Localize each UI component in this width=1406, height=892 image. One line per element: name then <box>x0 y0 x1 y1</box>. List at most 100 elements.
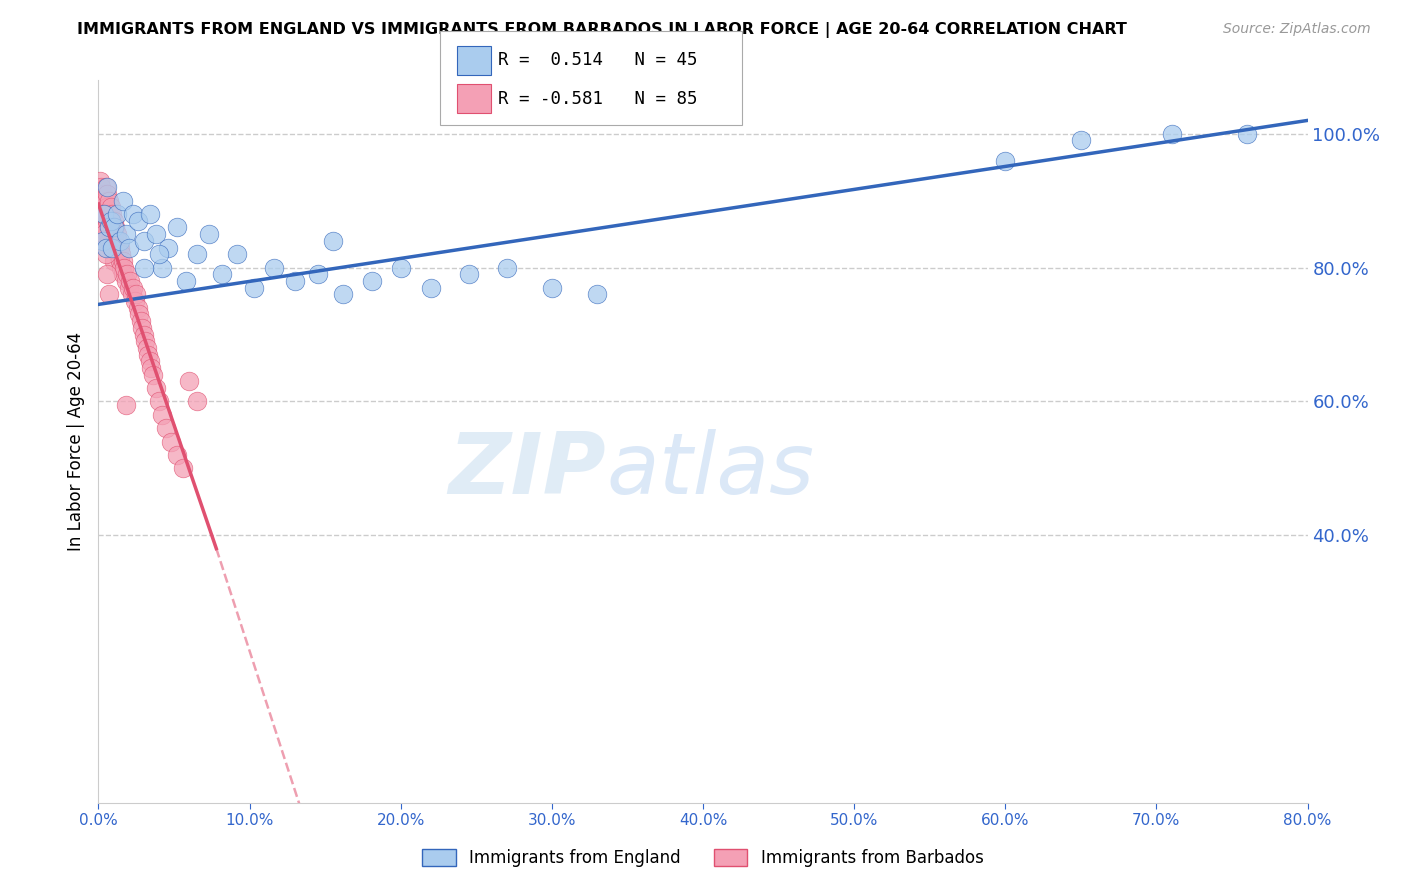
Point <box>389 260 412 275</box>
Point <box>112 260 135 275</box>
Point <box>132 327 155 342</box>
Point <box>96 180 118 194</box>
Point <box>243 281 266 295</box>
Point <box>101 207 124 221</box>
Point <box>145 381 167 395</box>
Point <box>111 254 134 268</box>
Point <box>136 348 159 362</box>
Point <box>94 247 117 261</box>
Point <box>115 268 138 282</box>
Point <box>1236 127 1258 141</box>
Point <box>586 287 609 301</box>
Text: IMMIGRANTS FROM ENGLAND VS IMMIGRANTS FROM BARBADOS IN LABOR FORCE | AGE 20-64 C: IMMIGRANTS FROM ENGLAND VS IMMIGRANTS FR… <box>77 22 1128 38</box>
Point <box>139 354 162 368</box>
Point <box>122 207 145 221</box>
Point <box>90 220 112 235</box>
Point <box>98 207 121 221</box>
Point <box>186 247 208 261</box>
Point <box>105 207 128 221</box>
Text: ZIP: ZIP <box>449 429 606 512</box>
Point <box>120 274 142 288</box>
Point <box>1160 127 1182 141</box>
Point <box>90 207 112 221</box>
Point <box>93 207 115 221</box>
Point <box>148 247 170 261</box>
Point <box>96 201 118 215</box>
Point <box>96 241 118 255</box>
Point <box>166 220 188 235</box>
Point <box>111 268 134 282</box>
Text: R = -0.581   N = 85: R = -0.581 N = 85 <box>498 89 697 108</box>
Point <box>94 180 117 194</box>
Point <box>155 421 177 435</box>
Point <box>457 268 479 282</box>
Point <box>186 394 208 409</box>
Point <box>118 241 141 255</box>
Point <box>125 287 148 301</box>
Point <box>211 268 233 282</box>
Point <box>101 234 124 248</box>
Point <box>98 287 121 301</box>
Point <box>103 227 125 242</box>
Point <box>96 214 118 228</box>
Point <box>100 241 122 255</box>
Legend: Immigrants from England, Immigrants from Barbados: Immigrants from England, Immigrants from… <box>416 842 990 874</box>
Point <box>129 314 152 328</box>
Point <box>91 207 114 221</box>
Point <box>94 220 117 235</box>
Point <box>101 241 124 255</box>
Point <box>142 368 165 382</box>
Point <box>93 207 115 221</box>
Point <box>263 260 285 275</box>
Point <box>150 408 173 422</box>
Point <box>100 214 122 228</box>
Point <box>100 227 122 242</box>
Point <box>91 201 114 215</box>
Point <box>332 287 354 301</box>
Point <box>124 294 146 309</box>
Point <box>114 274 136 288</box>
Point <box>96 227 118 242</box>
Point <box>98 220 121 235</box>
Point <box>98 220 121 235</box>
Point <box>107 247 129 261</box>
Point <box>121 287 143 301</box>
Point <box>110 247 132 261</box>
Point <box>104 234 127 248</box>
Point <box>103 214 125 228</box>
Point <box>91 187 114 202</box>
Point <box>108 254 131 268</box>
Point <box>994 153 1017 168</box>
Point <box>132 234 155 248</box>
Point <box>540 281 562 295</box>
Point <box>150 260 173 275</box>
Point <box>107 234 129 248</box>
Point <box>322 234 344 248</box>
Point <box>110 260 132 275</box>
Point <box>96 268 118 282</box>
Point <box>89 173 111 188</box>
Point <box>94 194 117 208</box>
Point <box>111 194 134 208</box>
Point <box>103 241 125 255</box>
Point <box>100 201 122 215</box>
Point <box>160 434 183 449</box>
Point <box>132 260 155 275</box>
Point <box>96 187 118 202</box>
Point <box>94 241 117 255</box>
Point <box>101 220 124 235</box>
Point <box>100 214 122 228</box>
Point <box>197 227 219 242</box>
Point <box>93 220 115 235</box>
Y-axis label: In Labor Force | Age 20-64: In Labor Force | Age 20-64 <box>66 332 84 551</box>
Point <box>226 247 249 261</box>
Point <box>131 321 153 335</box>
Point <box>89 194 111 208</box>
Text: R =  0.514   N = 45: R = 0.514 N = 45 <box>498 52 697 70</box>
Point <box>172 461 194 475</box>
Point <box>127 301 149 315</box>
Point <box>91 227 114 242</box>
Point <box>91 214 114 228</box>
Point <box>148 394 170 409</box>
Point <box>118 281 141 295</box>
